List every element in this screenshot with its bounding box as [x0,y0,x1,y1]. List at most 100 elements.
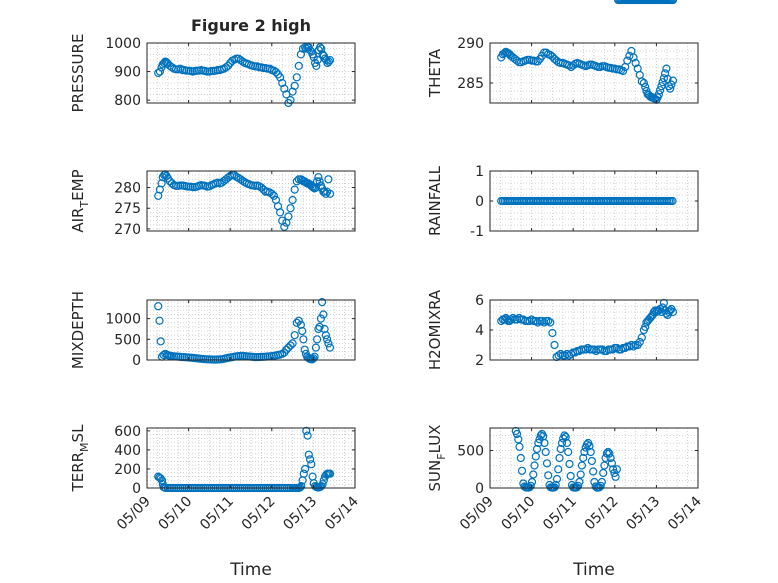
theta-ytick-label: 290 [457,36,484,52]
sun_flux-data-point [575,477,584,487]
sun_flux-data-point [542,459,552,468]
h2omixra-data-point [506,315,515,324]
subplot-pressure: 800 900 1000 PRESSURE [69,34,356,112]
rainfall-ytick-label: 0 [475,194,484,210]
h2omixra-data-point [616,345,626,354]
sun_flux-data-point [532,444,542,454]
h2omixra-data-point [512,315,522,324]
subplot-theta: 285 290 THETA [426,36,699,104]
air_temp-data-point [257,183,266,192]
right-x-axis-label: Time [572,560,615,580]
pressure-data-point [280,84,289,93]
mixdepth-data-point [282,345,291,354]
mixdepth-axes-box [146,299,356,361]
rainfall-ytick-label: -1 [470,224,484,240]
air_temp-data-point [320,187,329,196]
pressure-data-point [219,64,229,73]
sun_flux-data-point [516,453,525,463]
sun_flux-data-point [612,465,622,474]
sun_flux-data-point [608,465,618,474]
pressure-data-point [318,50,327,59]
terr_msl-data-point [325,469,335,478]
h2omixra-ylabel: H2OMIXRA [426,289,444,370]
h2omixra-data-point [627,340,636,350]
theta-data-point [625,51,634,60]
mixdepth-data-point [320,324,329,334]
air_temp-data-point [286,204,295,213]
theta-data-point [662,64,671,73]
theta-data-point [504,49,513,58]
theta-data-point [639,78,649,88]
terr_msl-data-point [306,455,315,464]
pressure-ytick-label: 800 [114,93,141,109]
h2omixra-data-point [525,316,534,326]
terr_msl-ytick-label: 200 [114,462,141,478]
h2omixra-data-point [514,313,524,323]
rainfall-ylabel: RAINFALL [426,165,444,236]
air_temp-data-point [290,185,299,194]
rainfall-data-point [668,196,677,206]
terr_msl-xtick-label: 05/13 [280,494,320,534]
sun_flux-xtick-label: 05/09 [457,494,497,534]
terr_msl-xtick-label: 05/14 [322,493,362,533]
sun_flux-xtick-label: 05/13 [623,494,663,534]
sun_flux-data-point [561,432,570,442]
air_temp-data-point [157,179,166,188]
mixdepth-ytick-label: 500 [114,332,141,348]
sun_flux-ylabel: SUNFLUX [426,425,448,492]
mixdepth-data-point [315,322,324,331]
h2omixra-data-point [629,342,638,351]
mixdepth-data-point [308,355,317,364]
pressure-data-point [296,50,305,59]
mixdepth-ylabel: MIXDEPTH [69,291,87,369]
pressure-data-point [313,55,322,65]
mixdepth-data-point [319,310,328,319]
sun_flux-data-point [556,444,565,454]
sun_flux-data-point [606,453,615,463]
theta-data-point [533,57,542,66]
theta-data-point [665,84,675,93]
theta-data-point [629,53,638,62]
air_temp-data-point [315,177,324,186]
air_temp-ylabel: AIRTEMP [69,169,91,232]
sun_flux-data-point [600,461,609,470]
theta-data-point [623,56,632,65]
theta-data-point [668,76,678,85]
sun_flux-data-point [589,467,598,476]
figure-title: Figure 2 high [191,16,311,35]
air_temp-ytick-label: 270 [114,222,141,238]
h2omixra-data-point [581,345,590,354]
air_temp-data-point [284,212,293,221]
h2omixra-data-point [548,328,557,338]
pressure-data-point [278,78,287,88]
subplot-air_temp: 270 275 280 AIRTEMP [69,169,356,238]
left-x-axis-label: Time [229,560,272,580]
sun_flux-data-point [555,453,564,463]
sun_flux-data-point [566,471,575,481]
terr_msl-data-point [301,464,310,474]
theta-ytick-label: 285 [457,76,484,92]
terr_msl-ytick-label: 0 [132,481,141,497]
sun_flux-data-point [541,447,550,457]
h2omixra-data-point [637,333,646,342]
h2omixra-ytick-label: 4 [475,323,484,339]
terr_msl-data-point [303,431,312,440]
mixdepth-data-point [300,345,309,354]
theta-data-point [542,48,551,57]
pressure-data-point [324,57,333,66]
air_temp-ytick-label: 275 [114,201,141,217]
mixdepth-data-point [316,314,325,323]
air_temp-data-point [267,189,276,198]
terr_msl-data-point [156,474,165,483]
sun_flux-data-point [587,456,597,466]
air_temp-data-point [308,182,317,191]
h2omixra-data-point [589,345,599,354]
pressure-data-point [288,87,297,96]
theta-data-point [659,74,669,83]
terr_msl-axes-box [146,427,356,489]
sun_flux-data-point [560,431,569,440]
mixdepth-data-point [286,341,295,350]
sun_flux-ytick-label: 0 [475,481,484,497]
air_temp-data-point [325,189,335,198]
